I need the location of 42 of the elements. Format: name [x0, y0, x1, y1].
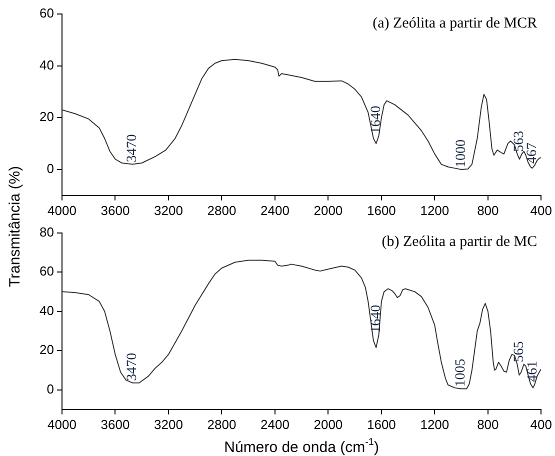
x-tick-label: 2400: [260, 202, 290, 218]
x-tick-label: 1200: [420, 202, 450, 218]
x-tick-label: 2000: [314, 416, 343, 432]
x-tick-label: 3600: [100, 202, 130, 218]
annotation: 461: [526, 360, 541, 382]
annotation: 1640: [368, 106, 384, 134]
chart-title: (b) Zeólita a partir de MC: [382, 234, 538, 250]
x-tick-label: 4000: [48, 202, 76, 218]
x-tick-label: 3200: [154, 416, 183, 432]
x-tick-label: 4000: [48, 416, 76, 432]
x-tick-label: 1200: [420, 416, 450, 432]
y-tick-label: 0: [46, 381, 54, 396]
y-tick-label: 80: [40, 224, 54, 240]
y-axis-title: Transmitância (%): [6, 164, 24, 290]
x-tick-label: 3600: [100, 416, 130, 432]
x-tick-label: 400: [530, 202, 552, 218]
annotation: 1640: [368, 304, 384, 333]
x-tick-label: 400: [530, 416, 552, 432]
x-tick-label: 2800: [207, 202, 236, 218]
annotation: 3470: [125, 134, 140, 162]
x-tick-label: 800: [477, 202, 499, 218]
annotation: 563: [512, 130, 528, 152]
chart-title: (a) Zeólita a partir de MCR: [372, 15, 538, 32]
y-tick-label: 20: [40, 342, 54, 358]
x-tick-label: 1600: [366, 416, 396, 432]
x-tick-label: 2400: [260, 416, 290, 432]
annotation: 1000: [454, 139, 469, 168]
y-tick-label: 60: [40, 6, 54, 21]
x-tick-label: 2000: [314, 202, 343, 218]
x-tick-label: 800: [477, 416, 499, 432]
x-tick-label: 1600: [366, 202, 396, 218]
y-tick-label: 40: [40, 57, 54, 72]
annotation: 565: [512, 341, 527, 362]
y-tick-label: 40: [40, 302, 54, 318]
y-tick-label: 0: [46, 161, 54, 176]
x-tick-label: 2800: [207, 416, 236, 432]
y-tick-label: 20: [40, 109, 54, 124]
annotation: 3470: [125, 352, 140, 381]
x-tick-label: 3200: [154, 202, 183, 218]
annotation: 467: [524, 142, 540, 164]
y-tick-label: 60: [40, 264, 54, 279]
annotation: 1005: [453, 358, 468, 387]
